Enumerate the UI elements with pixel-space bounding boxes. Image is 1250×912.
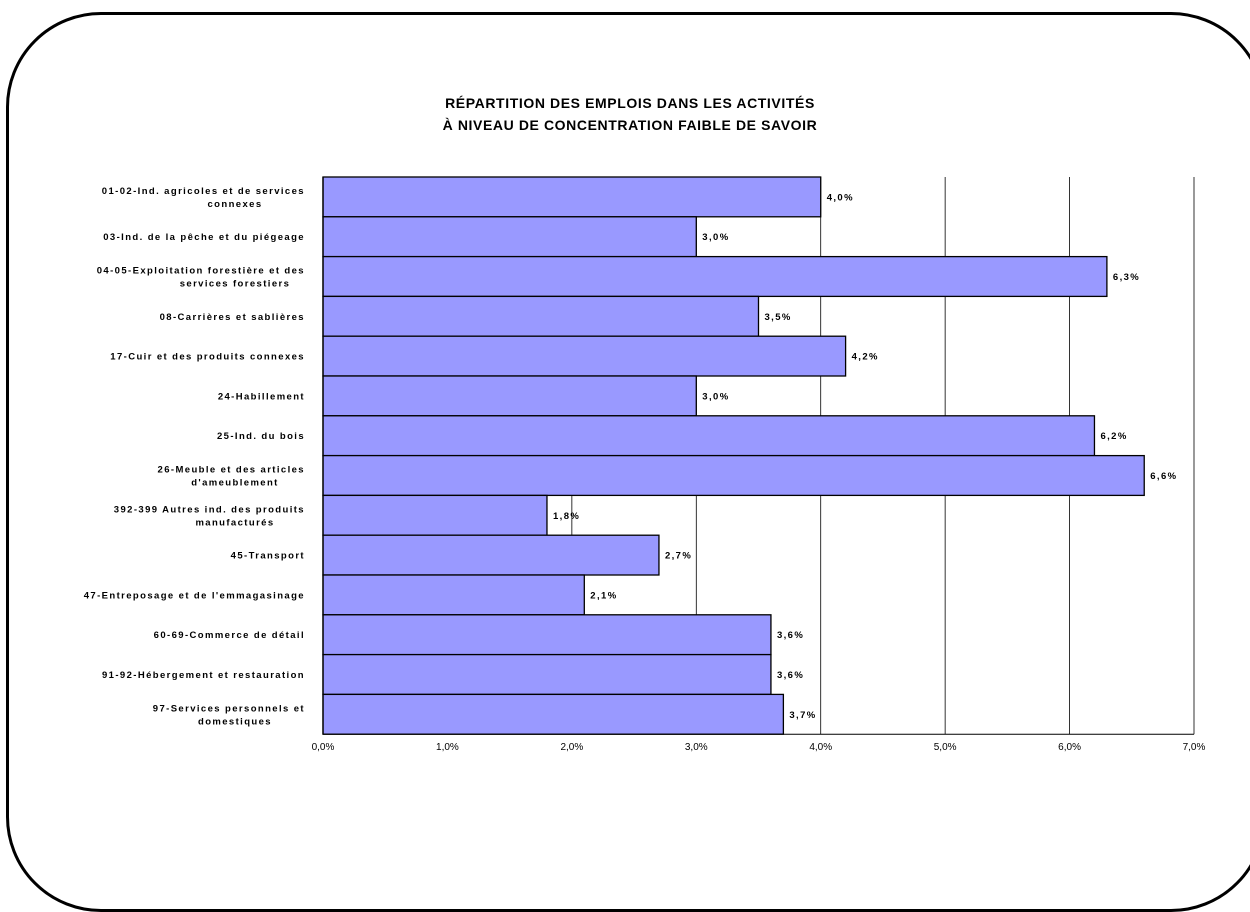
category-label-0-line-1: connexes — [207, 199, 262, 210]
data-label-10: 2,1% — [590, 590, 617, 601]
category-label-2-line-1: services forestiers — [180, 279, 291, 290]
x-tick-label-2: 2,0% — [560, 742, 583, 753]
category-label-12: 91-92-Hébergement et restauration — [102, 670, 305, 681]
bar-5 — [322, 375, 697, 417]
category-label-1: 03-Ind. de la pêche et du piégeage — [103, 232, 305, 243]
bar-11 — [322, 614, 772, 656]
category-label-6: 25-Ind. du bois — [217, 431, 305, 442]
category-label-0-line-0: 01-02-Ind. agricoles et de services — [102, 186, 305, 197]
x-tick-labels: 0,0% 1,0% 2,0% 3,0% 4,0% 5,0% 6,0% 7,0% — [312, 742, 1206, 753]
bar-1 — [322, 216, 697, 258]
data-label-6: 6,2% — [1100, 431, 1127, 442]
x-tick-label-6: 6,0% — [1058, 742, 1081, 753]
data-label-5: 3,0% — [702, 391, 729, 402]
bar-8 — [322, 494, 548, 536]
bar-4 — [322, 335, 847, 377]
data-label-12: 3,6% — [777, 670, 804, 681]
x-tick-label-5: 5,0% — [934, 742, 957, 753]
x-tick-label-7: 7,0% — [1183, 742, 1206, 753]
category-label-8-line-0: 392-399 Autres ind. des produits — [114, 504, 305, 515]
data-label-2: 6,3% — [1113, 272, 1140, 283]
axes — [322, 177, 1194, 735]
x-tick-label-0: 0,0% — [312, 742, 335, 753]
category-label-3-line-0: 08-Carrières et sablières — [160, 312, 305, 323]
bar-7 — [322, 454, 1145, 497]
data-label-9: 2,7% — [665, 551, 692, 562]
category-label-10-line-0: 47-Entreposage et de l'emmagasinage — [84, 590, 305, 601]
bar-12 — [322, 653, 772, 696]
category-label-13: 97-Services personnels et domestiques — [153, 703, 305, 727]
category-label-4: 17-Cuir et des produits connexes — [110, 352, 305, 363]
category-label-9-line-0: 45-Transport — [231, 551, 305, 562]
category-label-12-line-0: 91-92-Hébergement et restauration — [102, 670, 305, 681]
category-label-5: 24-Habillement — [218, 391, 305, 402]
category-label-6-line-0: 25-Ind. du bois — [217, 431, 305, 442]
category-labels: 01-02-Ind. agricoles et de services conne… — [84, 186, 305, 727]
data-label-1: 3,0% — [702, 232, 729, 243]
data-label-3: 3,5% — [765, 312, 792, 323]
category-label-5-line-0: 24-Habillement — [218, 391, 305, 402]
category-label-7-line-1: d'ameublement — [191, 478, 279, 489]
category-label-0: 01-02-Ind. agricoles et de services conne… — [102, 186, 305, 210]
category-label-10: 47-Entreposage et de l'emmagasinage — [84, 590, 305, 601]
category-label-8-line-1: manufacturés — [195, 517, 274, 528]
category-label-8: 392-399 Autres ind. des produits manufact… — [114, 504, 305, 528]
category-label-9: 45-Transport — [231, 551, 305, 562]
bar-10 — [322, 574, 585, 616]
data-label-4: 4,2% — [852, 352, 879, 363]
category-label-7-line-0: 26-Meuble et des articles — [158, 465, 305, 476]
bar-chart: 01-02-Ind. agricoles et de services conne… — [84, 176, 1206, 753]
category-label-1-line-0: 03-Ind. de la pêche et du piégeage — [103, 232, 305, 243]
bar-9 — [322, 534, 660, 576]
data-labels: 4,0% 3,0% 6,3% 3,5% 4,2% 3,0% 6,2% 6,6% 1,8% 2,7%… — [553, 192, 1177, 721]
bar-13 — [322, 693, 785, 735]
data-label-8: 1,8% — [553, 511, 580, 522]
bar-6 — [322, 415, 1096, 457]
bar-3 — [322, 295, 760, 337]
data-label-0: 4,0% — [827, 192, 854, 203]
category-label-2-line-0: 04-05-Exploitation forestière et des — [97, 266, 305, 277]
bars — [322, 176, 1145, 735]
x-tick-label-1: 1,0% — [436, 742, 459, 753]
category-label-4-line-0: 17-Cuir et des produits connexes — [110, 352, 305, 363]
category-label-7: 26-Meuble et des articles d'ameublement — [158, 465, 305, 489]
data-label-7: 6,6% — [1150, 471, 1177, 482]
bar-2 — [322, 255, 1108, 298]
category-label-13-line-1: domestiques — [198, 716, 272, 727]
data-label-13: 3,7% — [789, 710, 816, 721]
category-label-11: 60-69-Commerce de détail — [154, 630, 305, 641]
chart-title-line-1: RÉPARTITION DES EMPLOIS DANS LES ACTIVIT… — [445, 95, 815, 111]
data-label-11: 3,6% — [777, 630, 804, 641]
category-label-13-line-0: 97-Services personnels et — [153, 703, 305, 714]
category-label-11-line-0: 60-69-Commerce de détail — [154, 630, 305, 641]
category-label-2: 04-05-Exploitation forestière et des serv… — [97, 266, 305, 290]
chart-title: RÉPARTITION DES EMPLOIS DANS LES ACTIVIT… — [300, 92, 960, 136]
x-tick-label-4: 4,0% — [809, 742, 832, 753]
category-label-3: 08-Carrières et sablières — [160, 312, 305, 323]
chart-title-line-2: À NIVEAU DE CONCENTRATION FAIBLE DE SAVO… — [442, 117, 818, 133]
bar-0 — [322, 176, 822, 218]
x-tick-label-3: 3,0% — [685, 742, 708, 753]
